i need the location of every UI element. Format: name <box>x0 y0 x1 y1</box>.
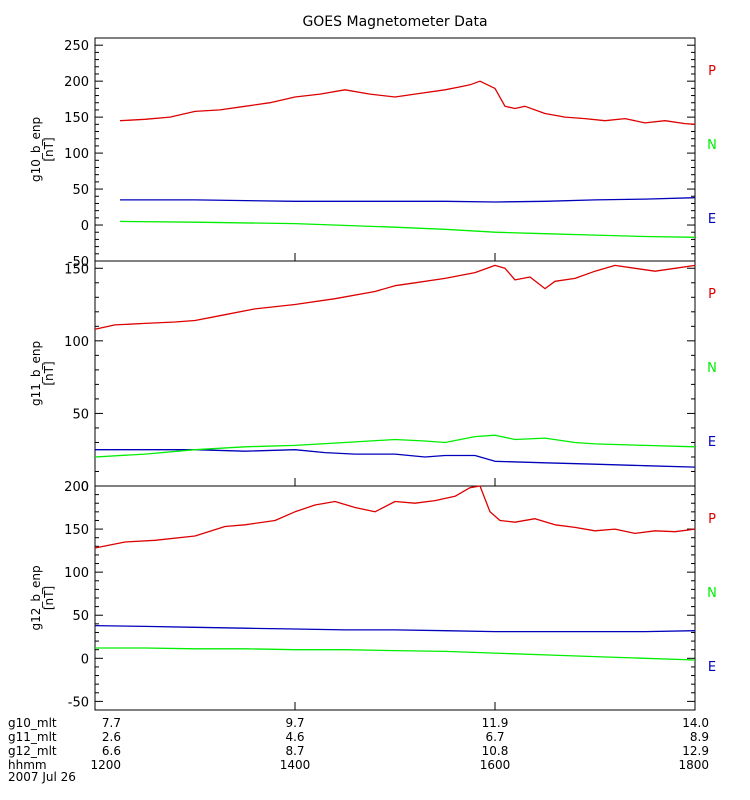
x-row-label: g11_mlt <box>8 730 57 744</box>
legend-E: E <box>708 660 716 675</box>
x-tick-label: 1400 <box>280 758 311 772</box>
y-tick-label: 0 <box>81 652 89 667</box>
y-axis-label: g12_b_enp <box>29 565 43 630</box>
y-axis-units: [nT] <box>42 586 56 610</box>
series-N-line <box>119 220 696 238</box>
x-tick-label: 1800 <box>678 758 709 772</box>
x-tick-label: 10.8 <box>482 744 509 758</box>
panel-3: -50 0 50 100 150 200 g12_b_enp [nT] P N E <box>29 480 717 711</box>
legend-P: P <box>708 64 716 79</box>
legend-N: N <box>707 361 717 376</box>
x-axis-labels: g10_mlt 7.7 9.7 11.9 14.0 g11_mlt 2.6 4.6 6.7 8.9… <box>8 716 709 784</box>
series-N-line <box>94 434 696 458</box>
y-tick-label: 200 <box>64 75 89 90</box>
series-E-line <box>95 449 696 468</box>
panel-frame <box>94 485 696 711</box>
y-tick-label: 0 <box>81 480 89 495</box>
chart-title: GOES Magnetometer Data <box>302 14 488 30</box>
y-tick-label: 150 <box>64 111 89 126</box>
y-axis-label: g11_b_enp <box>29 341 43 406</box>
y-tick-label: 150 <box>64 523 89 538</box>
y-tick-label: -50 <box>68 695 89 710</box>
series-P-line <box>94 264 696 330</box>
y-tick-label: -50 <box>68 255 89 270</box>
x-tick-label: 1600 <box>480 758 511 772</box>
x-tick-label: 12.9 <box>682 744 709 758</box>
series-E-line <box>120 197 696 203</box>
y-axis-label: g10_b_enp <box>29 117 43 182</box>
series-P-line <box>94 485 696 549</box>
panel-frame <box>94 260 696 487</box>
x-row-label: g12_mlt <box>8 744 57 758</box>
x-tick-label: 4.6 <box>285 730 304 744</box>
y-axis-units: [nT] <box>42 361 56 385</box>
x-tick-label: 11.9 <box>482 716 509 730</box>
panel-1: -50 0 50 100 150 200 250 g10_b_enp [nT] P N E <box>29 37 717 270</box>
y-tick-label: 0 <box>81 219 89 234</box>
x-tick-label: 6.7 <box>485 730 504 744</box>
x-tick-label: 14.0 <box>682 716 709 730</box>
legend-E: E <box>708 435 716 450</box>
x-tick-label: 8.7 <box>285 744 304 758</box>
x-tick-label: 6.6 <box>102 744 121 758</box>
y-axis-units: [nT] <box>42 137 56 161</box>
series-E-line <box>94 624 696 633</box>
legend-P: P <box>708 512 716 527</box>
y-tick-label: 100 <box>64 147 89 162</box>
legend-P: P <box>708 287 716 302</box>
y-tick-label: 100 <box>64 335 89 350</box>
y-tick-label: 250 <box>64 39 89 54</box>
x-row-label: g10_mlt <box>8 716 57 730</box>
y-tick-label: 50 <box>72 183 89 198</box>
x-row-label: hhmm <box>8 758 47 772</box>
y-tick-label: 150 <box>64 262 89 277</box>
series-N-line <box>95 647 696 661</box>
legend-E: E <box>708 212 716 227</box>
date-label: 2007 Jul 26 <box>8 770 76 784</box>
y-tick-label: 50 <box>72 609 89 624</box>
x-tick-label: 2.6 <box>102 730 121 744</box>
y-tick-label: 50 <box>72 407 89 422</box>
x-tick-label: 8.9 <box>690 730 709 744</box>
x-tick-label: 1200 <box>90 758 121 772</box>
x-tick-label: 9.7 <box>285 716 304 730</box>
y-tick-label: 100 <box>64 566 89 581</box>
legend-N: N <box>707 586 717 601</box>
panel-2: 0 50 100 150 g11_b_enp [nT] P N E <box>29 260 717 495</box>
x-tick-label: 7.7 <box>102 716 121 730</box>
series-P-line <box>119 80 696 125</box>
legend-N: N <box>707 138 717 153</box>
y-tick-label: 200 <box>64 480 89 495</box>
